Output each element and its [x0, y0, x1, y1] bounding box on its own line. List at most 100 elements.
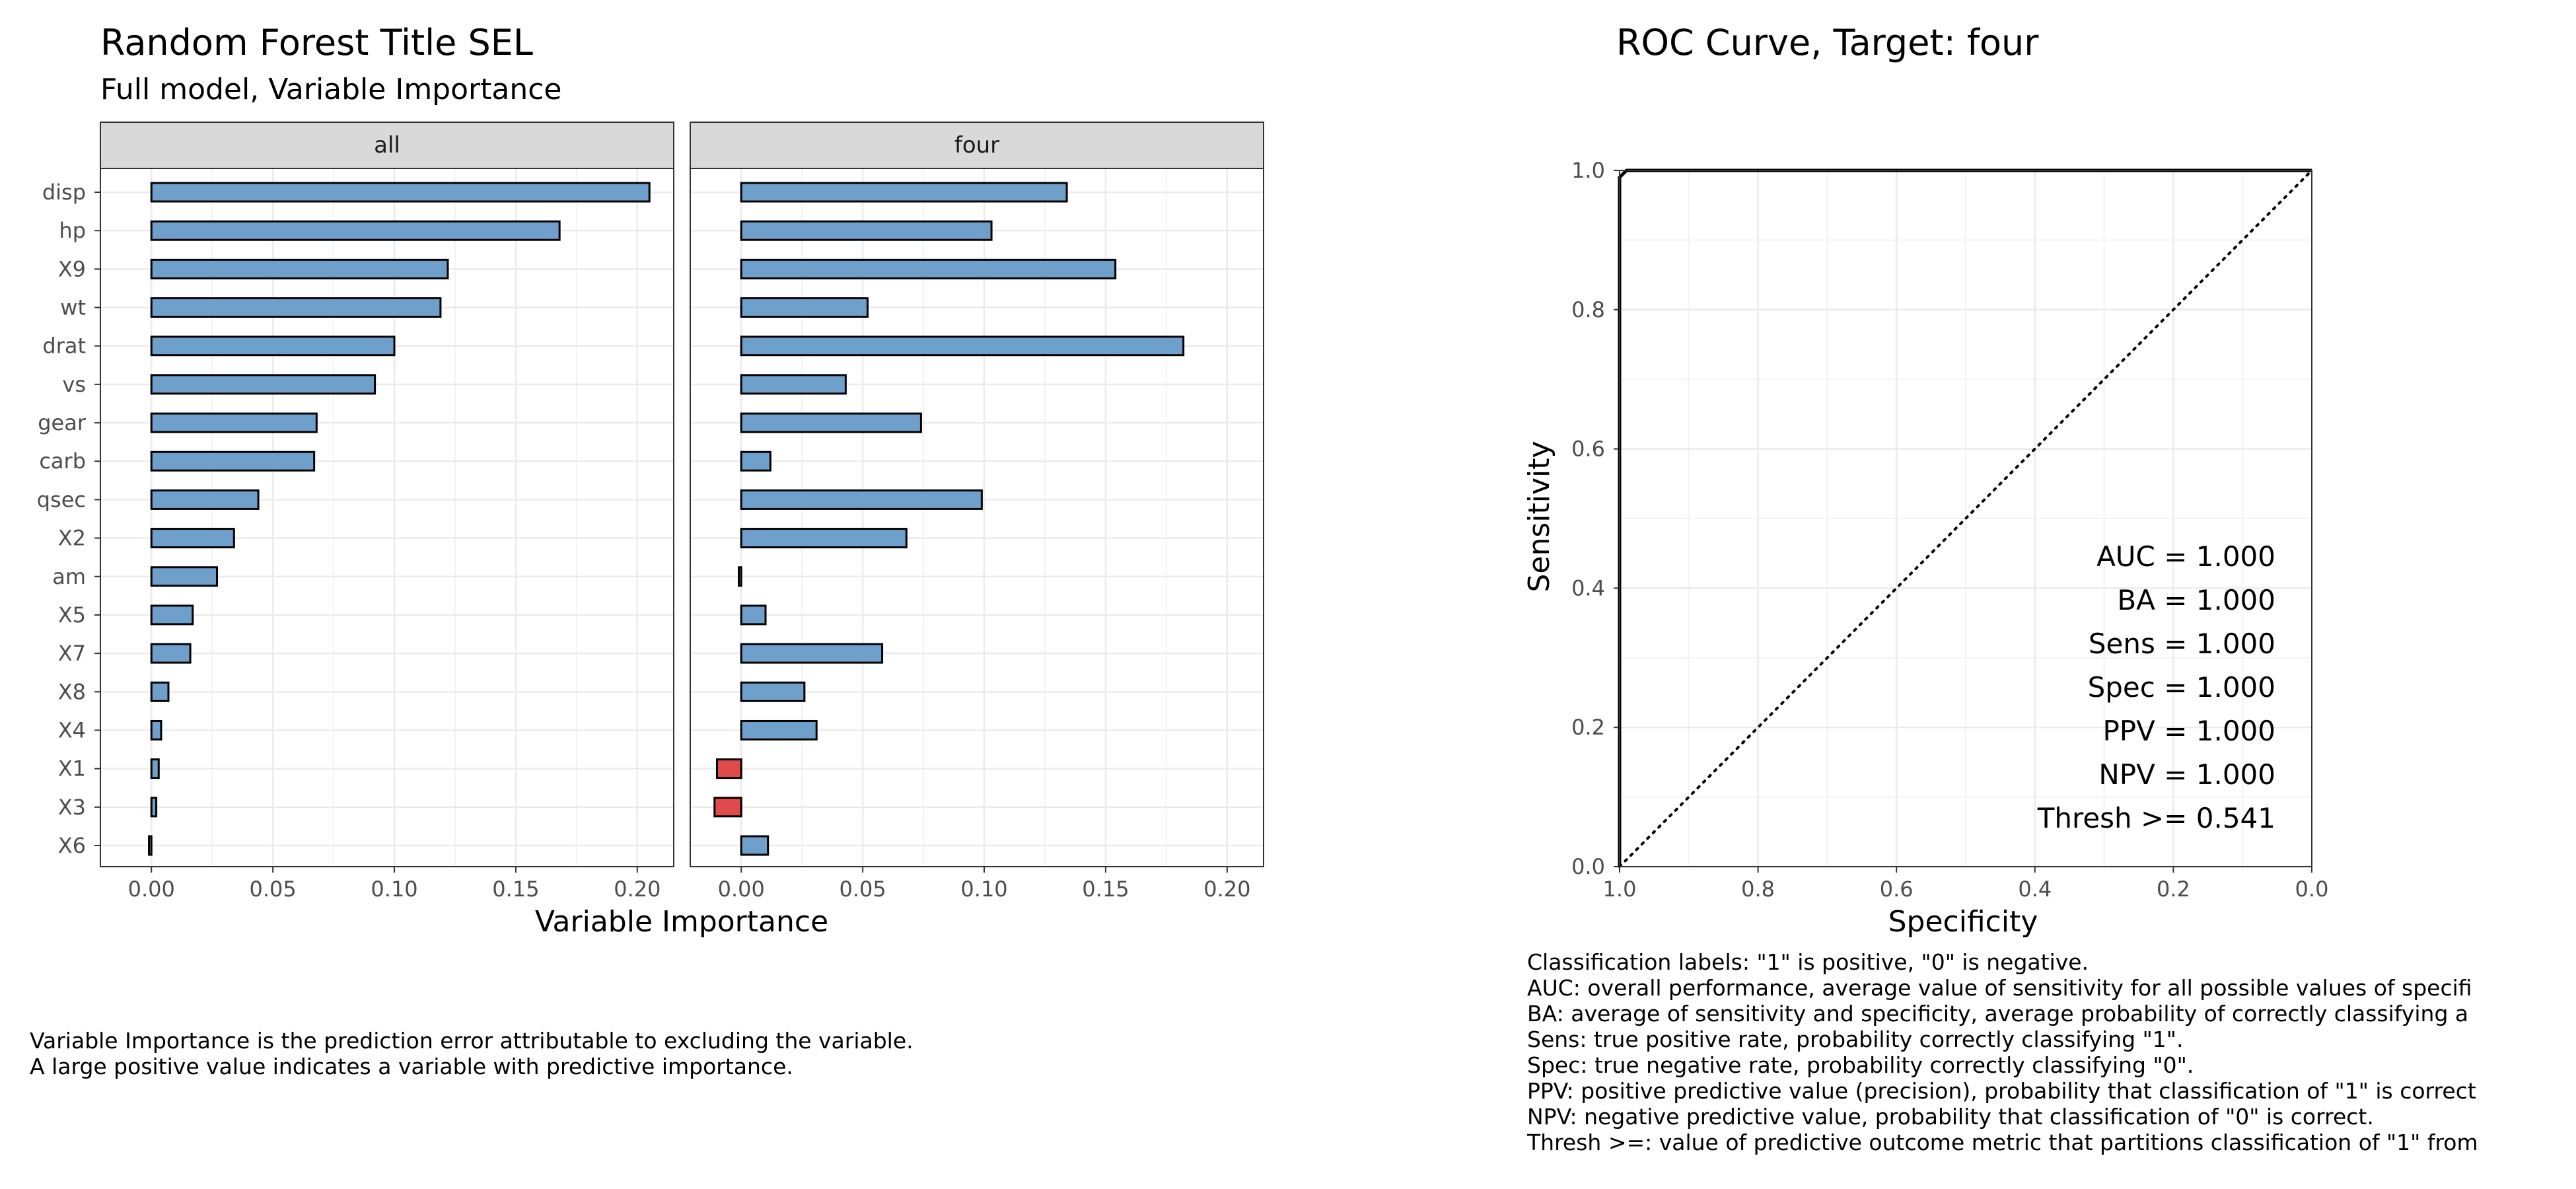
roc-x-tick-label: 1.0 [1603, 877, 1637, 902]
bar-four-X4 [740, 719, 818, 740]
bar-four-vs [740, 374, 847, 395]
bar-all-X9 [150, 258, 449, 279]
bar-four-X5 [740, 604, 767, 626]
left-plot-notes: Variable Importance is the prediction er… [30, 1028, 913, 1079]
facet-strip-label: four [954, 132, 999, 159]
y-tick-label-X6: X6 [58, 833, 86, 858]
y-tick-label-X2: X2 [58, 526, 86, 551]
bar-four-X9 [740, 258, 1117, 279]
roc-y-axis-title: Sensitivity [1522, 441, 1556, 592]
roc-stat-line: Spec = 1.000 [2088, 671, 2275, 703]
roc-x-tick-label: 0.8 [1741, 877, 1775, 902]
bar-four-hp [740, 220, 993, 241]
bar-four-qsec [740, 489, 983, 510]
facet-strip-label: all [374, 132, 400, 159]
bar-four-disp [740, 182, 1068, 203]
y-tick-label-am: am [52, 564, 86, 589]
roc-stat-line: Sens = 1.000 [2089, 628, 2275, 660]
x-tick-label: 0.20 [614, 877, 661, 902]
bar-all-vs [150, 374, 376, 395]
y-tick-label-X9: X9 [58, 256, 86, 281]
bar-all-X6 [148, 835, 153, 856]
facet-four: four 0.00 0.05 0.10 0.15 0.20 [690, 122, 1264, 902]
roc-note-line: Spec: true negative rate, probability co… [1527, 1052, 2194, 1078]
bar-all-wt [150, 297, 442, 318]
bar-four-X2 [740, 528, 908, 549]
y-tick-label-X8: X8 [58, 679, 86, 704]
roc-x-axis-title: Specificity [1888, 905, 2038, 939]
x-tick-label: 0.00 [128, 877, 175, 902]
roc-stat-line: AUC = 1.000 [2096, 540, 2275, 573]
roc-panel-border [1619, 170, 2312, 867]
facet-panel-bg [100, 168, 674, 867]
roc-note-line: NPV: negative predictive value, probabil… [1527, 1104, 2374, 1130]
left-x-axis-title: Variable Importance [535, 905, 828, 939]
roc-y-tick-label: 0.2 [1571, 715, 1605, 740]
bar-all-X7 [150, 643, 192, 664]
variable-importance-facets: all 0.00 0.05 0.10 0.15 0.20 four 0.00 0.05 0.10 0… [37, 122, 1264, 902]
roc-note-line: Thresh >=: value of predictive outcome m… [1526, 1130, 2478, 1155]
facet-panel-bg [690, 168, 1264, 867]
bar-all-gear [150, 412, 318, 433]
bar-all-X5 [150, 604, 194, 626]
y-tick-label-X4: X4 [58, 717, 86, 742]
roc-note-line: BA: average of sensitivity and specifici… [1527, 1001, 2468, 1027]
bar-four-X7 [740, 643, 884, 664]
roc-y-tick-label: 0.0 [1571, 854, 1605, 879]
bar-four-drat [740, 336, 1185, 357]
roc-x-tick-label: 0.6 [1880, 877, 1914, 902]
bar-all-X1 [150, 758, 160, 779]
bar-four-carb [740, 450, 771, 472]
y-tick-label-X5: X5 [58, 602, 86, 628]
bar-all-drat [150, 336, 396, 357]
y-tick-label-carb: carb [39, 449, 86, 474]
bar-all-hp [150, 220, 561, 241]
roc-stat-line: Thresh >= 0.541 [2037, 802, 2275, 834]
bar-four-X8 [740, 681, 806, 702]
roc-reference-line [1618, 169, 2313, 868]
y-tick-label-X1: X1 [58, 756, 86, 781]
y-tick-label-qsec: qsec [37, 487, 86, 512]
roc-x-tick-label: 0.4 [2018, 877, 2052, 902]
bar-all-am [150, 566, 219, 587]
bar-four-X3 [713, 797, 742, 818]
bar-all-X8 [150, 681, 170, 702]
bar-all-X2 [150, 528, 235, 549]
roc-note-line: AUC: overall performance, average value … [1527, 975, 2472, 1001]
x-tick-label: 0.05 [250, 877, 297, 902]
y-tick-label-disp: disp [42, 180, 86, 205]
bar-four-am [738, 566, 742, 587]
bar-all-carb [150, 450, 316, 472]
x-tick-label: 0.10 [371, 877, 417, 902]
left-note-line: A large positive value indicates a varia… [30, 1054, 793, 1079]
roc-x-tick-label: 0.0 [2295, 877, 2329, 902]
y-tick-label-X3: X3 [58, 795, 86, 820]
roc-y-tick-label: 1.0 [1571, 158, 1605, 183]
y-tick-label-vs: vs [62, 372, 86, 397]
bar-four-X6 [740, 835, 769, 856]
roc-note-line: PPV: positive predictive value (precisio… [1527, 1078, 2476, 1104]
roc-stat-line: NPV = 1.000 [2098, 758, 2275, 791]
y-tick-label-drat: drat [42, 334, 86, 359]
y-tick-label-X7: X7 [58, 641, 86, 666]
left-plot-title: Random Forest Title SEL [100, 22, 533, 63]
left-plot-subtitle: Full model, Variable Importance [100, 73, 561, 106]
roc-stat-line: BA = 1.000 [2117, 584, 2275, 616]
x-tick-label: 0.15 [1082, 877, 1129, 902]
facet-panel-border [100, 168, 674, 867]
x-tick-label: 0.20 [1203, 877, 1250, 902]
left-note-line: Variable Importance is the prediction er… [30, 1028, 913, 1054]
x-tick-label: 0.15 [492, 877, 539, 902]
roc-y-tick-label: 0.4 [1571, 575, 1605, 600]
y-tick-label-gear: gear [38, 410, 87, 435]
roc-note-line: Sens: true positive rate, probability co… [1527, 1027, 2183, 1052]
bar-all-qsec [150, 489, 260, 510]
roc-note-line: Classification labels: "1" is positive, … [1527, 949, 2089, 975]
bar-all-disp [150, 182, 651, 203]
roc-stat-line: PPV = 1.000 [2102, 715, 2275, 747]
roc-plot-notes: Classification labels: "1" is positive, … [1526, 949, 2478, 1155]
bar-four-wt [740, 297, 869, 318]
roc-x-tick-label: 0.2 [2157, 877, 2190, 902]
y-tick-label-wt: wt [60, 295, 86, 320]
